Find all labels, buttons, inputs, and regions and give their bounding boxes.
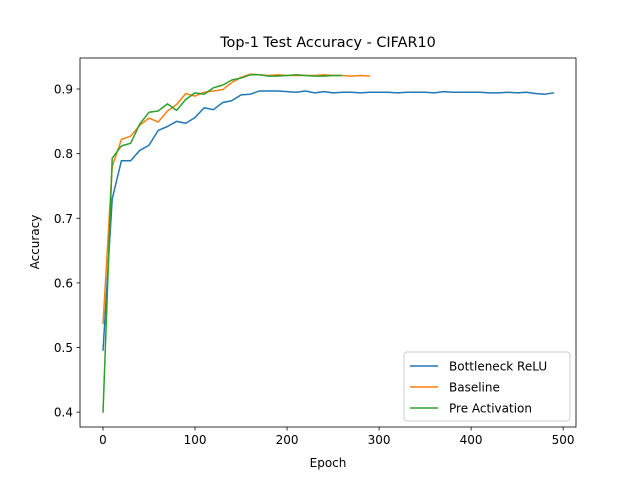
y-tick-label: 0.9 — [54, 83, 73, 97]
x-tick-label: 300 — [368, 433, 391, 447]
legend-label-baseline: Baseline — [449, 381, 500, 395]
y-tick-label: 0.4 — [54, 406, 73, 420]
y-axis: 0.4 0.5 0.6 0.7 0.8 0.9 — [54, 83, 80, 420]
y-tick-label: 0.6 — [54, 276, 73, 290]
legend: Bottleneck ReLU Baseline Pre Activation — [403, 351, 571, 422]
series-line-baseline — [102, 73, 370, 325]
series-layer — [102, 73, 555, 413]
x-tick-label: 200 — [276, 433, 299, 447]
x-tick-label: 0 — [99, 433, 107, 447]
legend-box — [403, 351, 571, 422]
chart-title: Top-1 Test Accuracy - CIFAR10 — [219, 35, 436, 51]
legend-label-bottleneck-relu: Bottleneck ReLU — [449, 360, 547, 374]
x-tick-label: 100 — [184, 433, 207, 447]
y-tick-label: 0.8 — [54, 147, 73, 161]
y-tick-label: 0.5 — [54, 341, 73, 355]
legend-label-pre-activation: Pre Activation — [449, 402, 532, 416]
x-axis-label: Epoch — [310, 456, 347, 470]
x-tick-label: 500 — [552, 433, 575, 447]
x-tick-label: 400 — [460, 433, 483, 447]
plot-frame — [79, 57, 577, 428]
series-line-bottleneck-relu — [102, 90, 555, 351]
x-axis: 0 100 200 300 400 500 — [99, 427, 575, 447]
y-tick-label: 0.7 — [54, 212, 73, 226]
series-line-pre-activation — [102, 74, 343, 413]
y-axis-label: Accuracy — [28, 215, 42, 270]
